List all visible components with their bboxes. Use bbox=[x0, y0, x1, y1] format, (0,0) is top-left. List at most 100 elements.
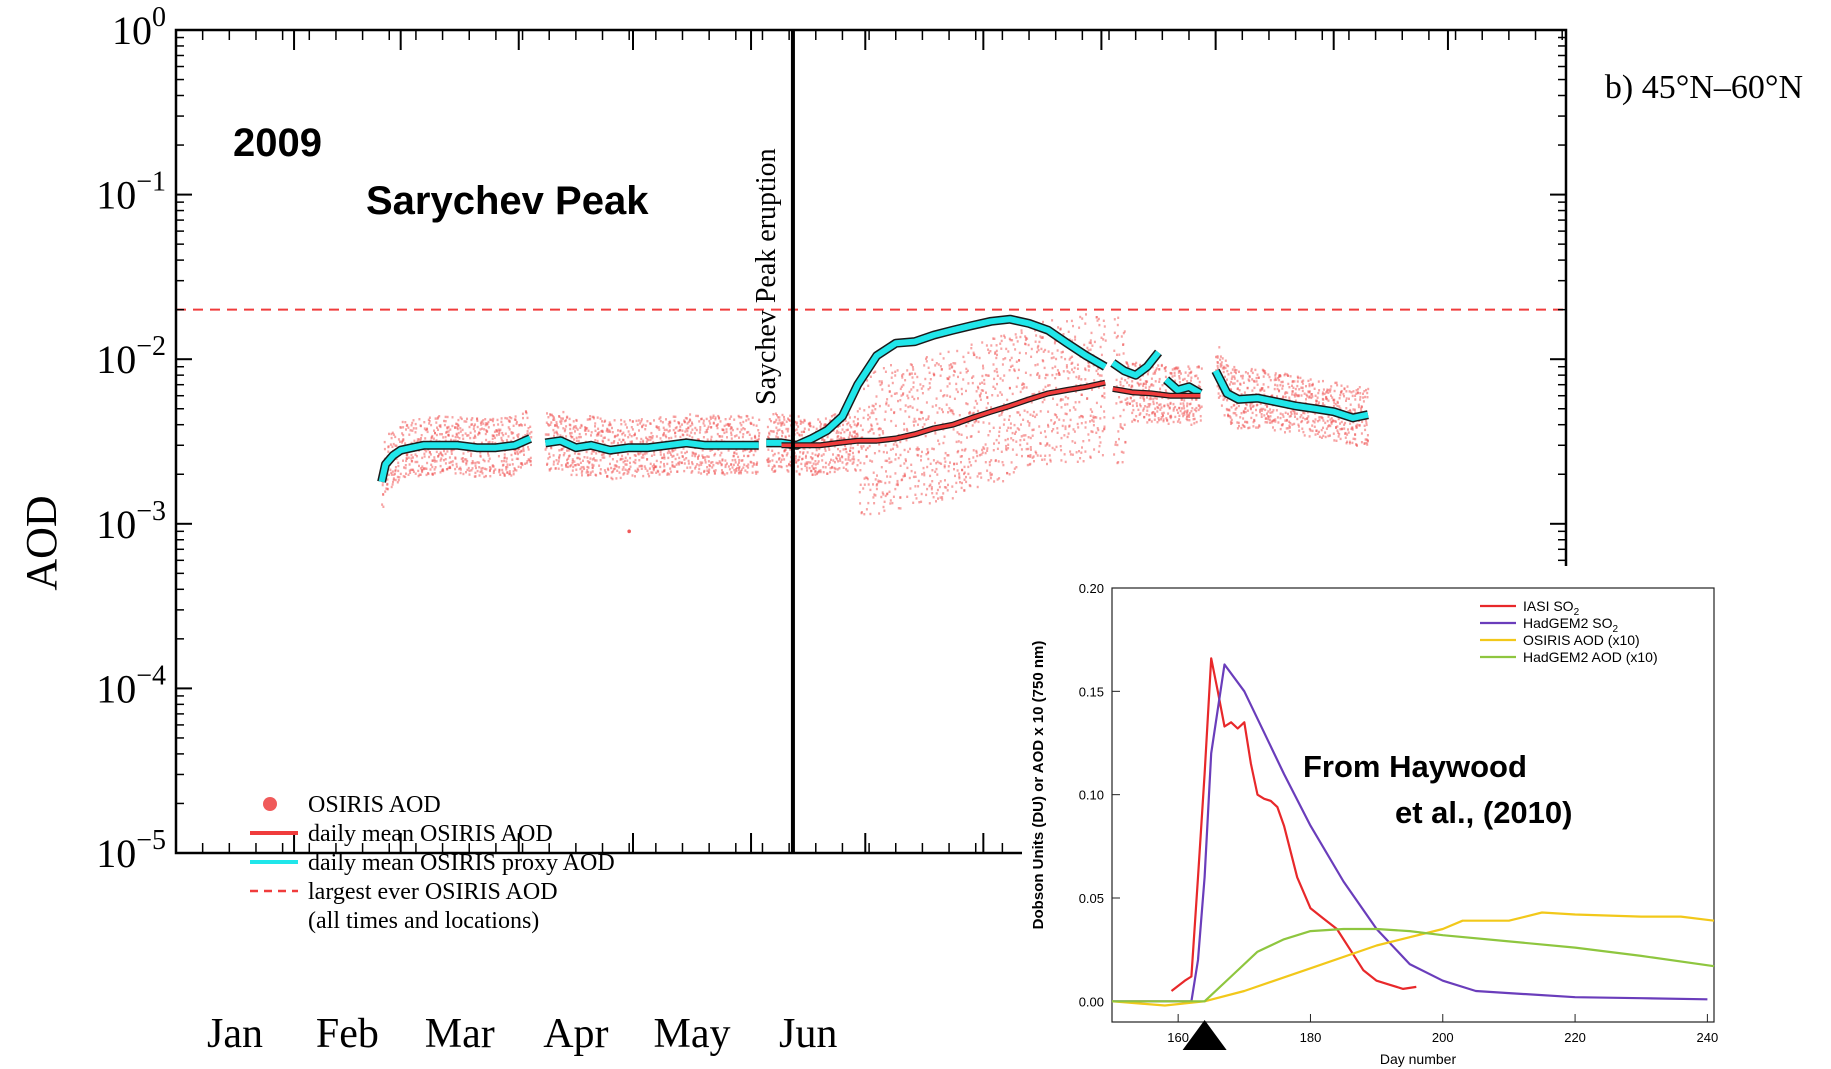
osiris-aod-point bbox=[981, 381, 984, 384]
osiris-aod-point bbox=[842, 423, 844, 427]
osiris-aod-point bbox=[1082, 440, 1085, 443]
osiris-aod-point bbox=[959, 371, 962, 374]
osiris-aod-point bbox=[606, 475, 608, 478]
osiris-aod-point bbox=[784, 448, 787, 451]
osiris-aod-point bbox=[573, 438, 576, 441]
osiris-aod-point bbox=[689, 413, 692, 416]
osiris-aod-point bbox=[1251, 378, 1254, 381]
osiris-aod-point bbox=[1186, 412, 1188, 415]
osiris-aod-point bbox=[1055, 357, 1058, 361]
inset-y-tick-label: 0.20 bbox=[1079, 581, 1104, 596]
osiris-aod-point bbox=[474, 461, 477, 465]
osiris-aod-point bbox=[997, 460, 1000, 463]
osiris-aod-point bbox=[1326, 388, 1329, 391]
osiris-aod-point bbox=[648, 475, 651, 478]
osiris-aod-point bbox=[694, 454, 697, 458]
osiris-aod-point bbox=[464, 432, 467, 435]
osiris-aod-point bbox=[1058, 371, 1060, 374]
osiris-aod-point bbox=[1311, 424, 1314, 427]
osiris-aod-point bbox=[454, 426, 456, 429]
osiris-aod-point bbox=[1302, 411, 1305, 414]
osiris-aod-point bbox=[1250, 416, 1253, 420]
osiris-aod-point bbox=[386, 488, 389, 491]
osiris-aod-point bbox=[1093, 379, 1096, 382]
osiris-aod-point bbox=[779, 460, 782, 464]
osiris-aod-point bbox=[1007, 443, 1010, 446]
osiris-aod-point bbox=[1093, 448, 1096, 451]
osiris-aod-point bbox=[720, 439, 723, 442]
osiris-aod-point bbox=[582, 459, 584, 462]
osiris-aod-point bbox=[1238, 424, 1240, 428]
osiris-aod-point bbox=[886, 493, 889, 496]
osiris-aod-point bbox=[639, 422, 642, 425]
osiris-aod-point bbox=[975, 356, 978, 359]
osiris-aod-point bbox=[1053, 342, 1056, 345]
osiris-aod-point bbox=[796, 465, 799, 468]
osiris-aod-point bbox=[386, 478, 389, 481]
osiris-aod-point bbox=[1287, 427, 1290, 430]
osiris-aod-point bbox=[665, 435, 668, 439]
osiris-aod-point bbox=[1043, 398, 1046, 401]
osiris-aod-point bbox=[814, 453, 817, 457]
osiris-aod-point bbox=[1192, 412, 1195, 416]
osiris-aod-point bbox=[502, 434, 505, 437]
osiris-aod-point bbox=[493, 430, 496, 433]
osiris-aod-point bbox=[1327, 399, 1330, 402]
osiris-aod-point bbox=[771, 468, 773, 471]
osiris-aod-point bbox=[489, 469, 491, 472]
osiris-aod-point bbox=[451, 463, 454, 467]
osiris-aod-point bbox=[998, 477, 1001, 480]
osiris-aod-point bbox=[1103, 333, 1106, 336]
osiris-aod-point bbox=[1042, 388, 1045, 391]
osiris-aod-point bbox=[874, 408, 877, 411]
osiris-aod-point bbox=[995, 356, 998, 360]
osiris-aod-point bbox=[1170, 372, 1173, 375]
osiris-aod-point bbox=[506, 463, 509, 466]
osiris-aod-point bbox=[1025, 386, 1028, 389]
osiris-aod-point bbox=[921, 392, 924, 395]
osiris-aod-point bbox=[1235, 414, 1238, 417]
osiris-aod-point bbox=[823, 439, 826, 442]
osiris-aod-point bbox=[1131, 380, 1134, 383]
osiris-aod-point bbox=[721, 471, 724, 474]
osiris-aod-point bbox=[996, 447, 999, 450]
osiris-aod-point bbox=[822, 465, 825, 469]
osiris-aod-point bbox=[394, 435, 397, 439]
osiris-aod-point bbox=[1216, 385, 1219, 388]
osiris-aod-point bbox=[937, 439, 940, 442]
osiris-aod-point bbox=[998, 430, 1001, 433]
osiris-aod-point bbox=[727, 449, 730, 452]
osiris-aod-point bbox=[636, 423, 639, 426]
osiris-aod-point bbox=[887, 384, 890, 387]
osiris-aod-point bbox=[1276, 416, 1279, 419]
osiris-aod-point bbox=[824, 423, 827, 427]
osiris-aod-point bbox=[1231, 421, 1234, 425]
osiris-aod-point bbox=[1219, 394, 1222, 398]
osiris-aod-point bbox=[681, 423, 683, 426]
osiris-aod-point bbox=[767, 460, 770, 464]
osiris-aod-point bbox=[1267, 373, 1270, 376]
osiris-aod-point bbox=[559, 420, 562, 423]
osiris-aod-point bbox=[429, 468, 432, 471]
osiris-aod-point bbox=[1034, 340, 1037, 343]
source-note-line-2: et al., (2010) bbox=[1395, 795, 1572, 830]
osiris-aod-point bbox=[742, 420, 745, 424]
osiris-aod-point bbox=[1162, 418, 1165, 421]
osiris-aod-point bbox=[767, 436, 770, 440]
osiris-aod-point bbox=[381, 483, 384, 487]
osiris-aod-point bbox=[959, 455, 962, 458]
osiris-aod-point bbox=[1293, 380, 1296, 383]
osiris-aod-point bbox=[433, 429, 435, 432]
osiris-aod-point bbox=[794, 429, 796, 432]
osiris-aod-point bbox=[951, 497, 954, 500]
osiris-aod-point bbox=[837, 435, 840, 438]
osiris-aod-point bbox=[652, 468, 655, 472]
osiris-aod-point bbox=[679, 435, 682, 439]
osiris-aod-point bbox=[411, 429, 414, 432]
osiris-aod-point bbox=[874, 370, 877, 373]
osiris-aod-point bbox=[993, 480, 996, 483]
osiris-aod-point bbox=[1309, 429, 1312, 432]
osiris-aod-point bbox=[754, 470, 757, 474]
osiris-aod-point bbox=[626, 459, 629, 462]
osiris-aod-point bbox=[1183, 413, 1186, 416]
